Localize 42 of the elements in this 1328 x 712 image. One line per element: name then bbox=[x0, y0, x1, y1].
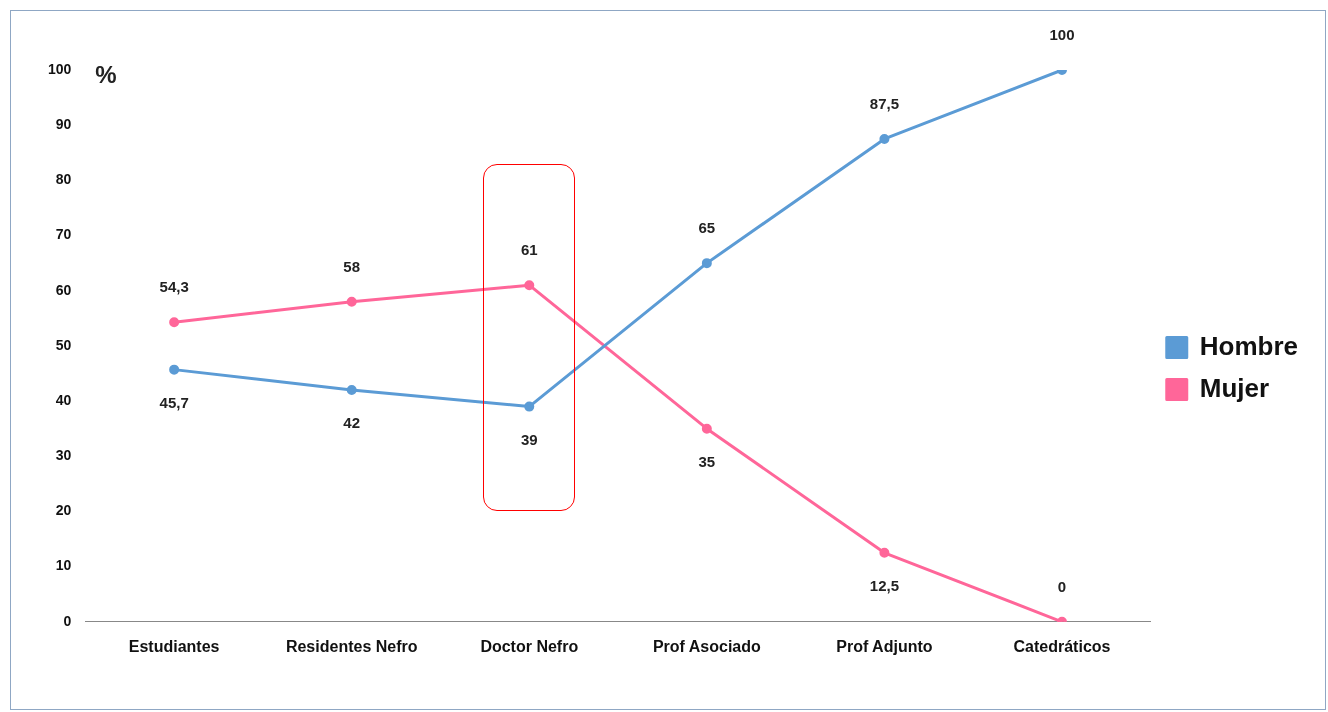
data-label: 87,5 bbox=[869, 95, 900, 113]
point bbox=[879, 133, 890, 144]
data-label: 45,7 bbox=[159, 393, 189, 411]
data-label: 0 bbox=[1057, 577, 1067, 595]
y-tick-label: 90 bbox=[55, 116, 72, 133]
y-tick-label: 20 bbox=[55, 502, 72, 519]
x-tick-label: Estudiantes bbox=[128, 637, 220, 655]
data-label: 100 bbox=[1049, 26, 1075, 44]
x-tick-label: Catedráticos bbox=[1013, 637, 1111, 655]
y-tick-label: 10 bbox=[55, 557, 72, 574]
y-tick-label: 60 bbox=[55, 281, 72, 298]
point bbox=[879, 547, 890, 558]
x-tick-label: Prof Adjunto bbox=[836, 637, 933, 655]
y-tick-label: 30 bbox=[55, 447, 72, 464]
legend-label: Mujer bbox=[1199, 372, 1270, 403]
y-tick-label: 40 bbox=[55, 391, 72, 408]
data-label: 54,3 bbox=[159, 278, 189, 296]
y-axis-title: % bbox=[95, 60, 117, 88]
point bbox=[346, 385, 357, 396]
point bbox=[169, 317, 180, 328]
x-tick-label: Doctor Nefro bbox=[480, 637, 579, 655]
y-tick-label: 50 bbox=[55, 336, 72, 353]
point bbox=[524, 401, 535, 412]
point bbox=[701, 423, 712, 434]
y-tick-label: 0 bbox=[63, 612, 72, 629]
x-tick-label: Residentes Nefro bbox=[285, 637, 418, 655]
y-tick-label: 80 bbox=[55, 171, 72, 188]
point bbox=[524, 280, 535, 291]
legend-label: Hombre bbox=[1199, 330, 1299, 361]
data-label: 61 bbox=[520, 241, 538, 259]
x-tick-label: Prof Asociado bbox=[652, 637, 761, 655]
data-label: 12,5 bbox=[869, 576, 900, 594]
point bbox=[346, 296, 357, 307]
y-tick-label: 100 bbox=[48, 60, 72, 77]
data-label: 35 bbox=[698, 452, 716, 470]
data-label: 65 bbox=[698, 219, 716, 237]
data-label: 58 bbox=[343, 257, 361, 275]
y-tick-label: 70 bbox=[55, 226, 72, 243]
point bbox=[169, 364, 180, 375]
data-label: 39 bbox=[520, 430, 538, 448]
data-label: 42 bbox=[343, 414, 361, 432]
point bbox=[701, 258, 712, 269]
